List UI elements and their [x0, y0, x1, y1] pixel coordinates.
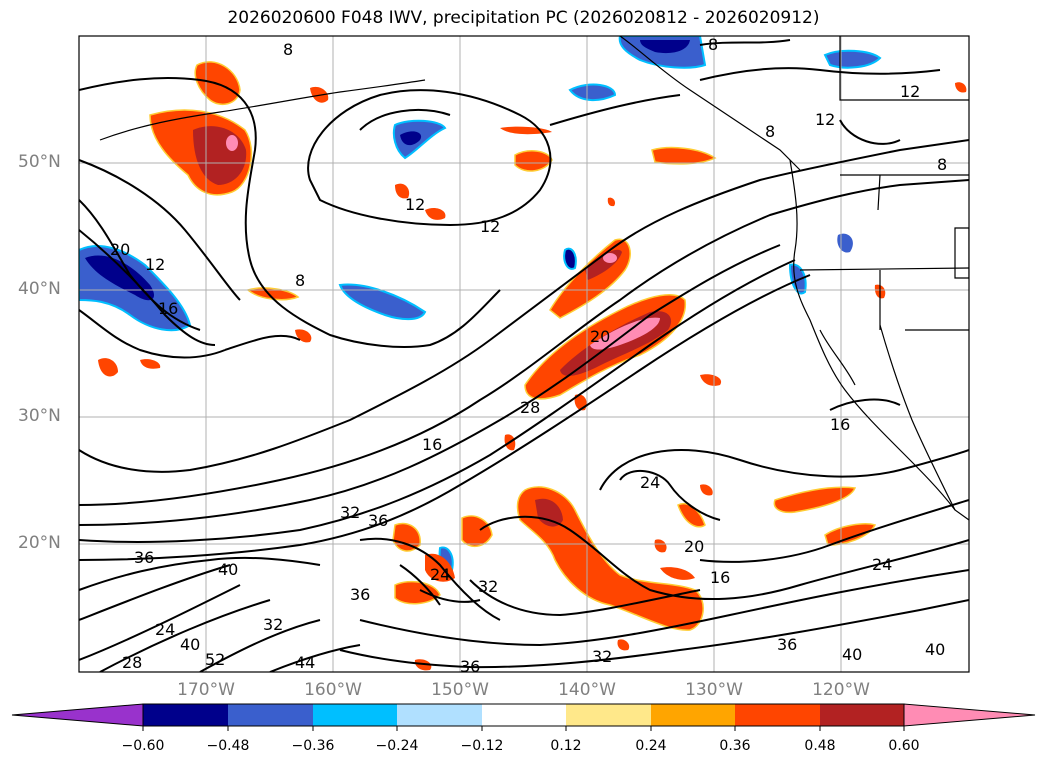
contour-label: 40: [925, 640, 945, 659]
contour-label: 12: [480, 217, 500, 236]
colorbar-segment: [566, 704, 651, 726]
contour-label: 24: [640, 473, 660, 492]
lon-label: 130°W: [685, 680, 743, 700]
precipitation-shading: [79, 36, 967, 671]
colorbar-segment: [143, 704, 228, 726]
colorbar-tick-label: −0.12: [460, 738, 504, 754]
contour-label: 24: [430, 565, 450, 584]
lat-label: 40°N: [18, 279, 61, 299]
contour-label: 24: [155, 620, 175, 639]
contour-label: 8: [765, 122, 775, 141]
contour-label: 36: [368, 511, 388, 530]
contour-label: 20: [684, 537, 704, 556]
contour-label: 16: [830, 415, 850, 434]
lon-label: 150°W: [431, 680, 489, 700]
graticule: [79, 36, 969, 672]
lat-label: 50°N: [18, 152, 61, 172]
contour-label: 32: [340, 503, 360, 522]
lon-label: 170°W: [177, 680, 235, 700]
colorbar-extend-left: [11, 703, 144, 727]
colorbar-tick-label: 0.12: [550, 738, 582, 754]
coastlines: [99, 36, 969, 521]
colorbar: [11, 703, 1036, 731]
colorbar-segment: [313, 704, 397, 726]
colorbar-segment: [397, 704, 482, 726]
lon-label: 120°W: [812, 680, 870, 700]
contour-labels: 8 8 8 8 8 12 12 12 12 12 16 16 16 16 20 …: [110, 35, 947, 676]
colorbar-tick-label: −0.24: [375, 738, 419, 754]
contour-label: 24: [872, 555, 892, 574]
colorbar-tick-label: 0.24: [635, 738, 667, 754]
contour-label: 52: [205, 650, 225, 669]
contour-label: 28: [122, 653, 142, 672]
contour-label: 20: [590, 327, 610, 346]
colorbar-segment: [735, 704, 820, 726]
contour-label: 32: [478, 577, 498, 596]
lat-label: 20°N: [18, 533, 61, 553]
contour-label: 40: [842, 645, 862, 664]
map-title: 2026020600 F048 IWV, precipitation PC (2…: [227, 8, 820, 28]
contour-label: 44: [295, 653, 315, 672]
colorbar-tick-label: 0.60: [888, 738, 920, 754]
contour-label: 40: [180, 635, 200, 654]
iwv-contours: [79, 39, 969, 672]
lon-label: 160°W: [304, 680, 362, 700]
contour-label: 32: [263, 615, 283, 634]
lat-label: 30°N: [18, 406, 61, 426]
contour-label: 40: [218, 560, 238, 579]
contour-label: 12: [900, 82, 920, 101]
colorbar-segment: [820, 704, 904, 726]
map-frame: [78, 35, 970, 673]
contour-label: 12: [405, 195, 425, 214]
contour-label: 32: [592, 647, 612, 666]
colorbar-tick-label: −0.36: [291, 738, 335, 754]
colorbar-tick-label: 0.48: [804, 738, 836, 754]
lon-label: 140°W: [558, 680, 616, 700]
contour-label: 36: [777, 635, 797, 654]
contour-label: 36: [134, 548, 154, 567]
contour-label: 8: [708, 35, 718, 54]
colorbar-extend-right: [903, 703, 1036, 727]
contour-label: 8: [283, 40, 293, 59]
contour-label: 8: [937, 155, 947, 174]
contour-label: 28: [520, 398, 540, 417]
contour-label: 36: [460, 657, 480, 676]
contour-label: 20: [110, 240, 130, 259]
colorbar-tick-label: −0.60: [121, 738, 165, 754]
contour-label: 12: [145, 255, 165, 274]
contour-label: 16: [710, 568, 730, 587]
colorbar-segment: [228, 704, 313, 726]
contour-label: 36: [350, 585, 370, 604]
colorbar-tick-label: −0.48: [206, 738, 250, 754]
contour-label: 16: [422, 435, 442, 454]
contour-label: 8: [295, 271, 305, 290]
colorbar-segment: [482, 704, 566, 726]
contour-label: 16: [158, 299, 178, 318]
contour-label: 12: [815, 110, 835, 129]
colorbar-segment: [651, 704, 735, 726]
colorbar-tick-label: 0.36: [719, 738, 751, 754]
